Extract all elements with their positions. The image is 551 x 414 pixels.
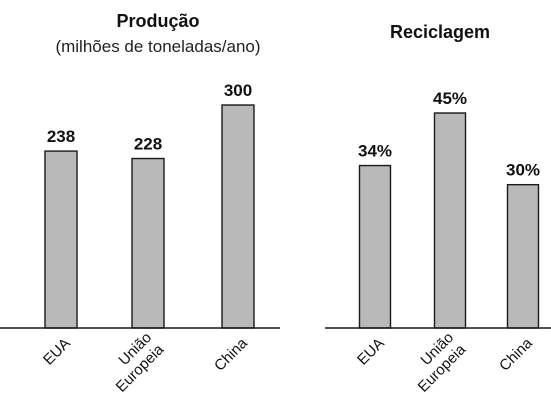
recycling-value-label-china: 30%: [506, 161, 540, 180]
production-category-label-china: China: [211, 334, 251, 374]
recycling-bar-uniao-europeia: [433, 112, 467, 329]
production-bar-uniao-europeia: [131, 157, 165, 329]
recycling-category-line: China: [496, 334, 536, 374]
recycling-bar-eua: [358, 164, 392, 329]
recycling-category-label-china: China: [496, 334, 536, 374]
production-value-label-uniao-europeia: 228: [134, 135, 162, 154]
production-chart: Produção (milhões de toneladas/ano) 238 E…: [0, 11, 280, 396]
recycling-title: Reciclagem: [390, 22, 490, 42]
recycling-category-label-eua: EUA: [354, 335, 388, 369]
recycling-value-label-eua: 34%: [358, 142, 392, 161]
recycling-chart: Reciclagem 34% EUA 45% UniãoEuropeia 30% Chin…: [325, 22, 551, 396]
production-bar-eua: [44, 150, 78, 329]
recycling-bar-china: [506, 183, 540, 329]
production-value-label-china: 300: [224, 81, 252, 100]
production-category-line: EUA: [40, 335, 74, 369]
production-category-label-uniao-europeia: UniãoEuropeia: [101, 329, 168, 396]
production-bar-china: [221, 104, 255, 329]
recycling-category-label-uniao-europeia: UniãoEuropeia: [403, 329, 470, 396]
production-title: Produção: [116, 11, 199, 31]
production-category-line: China: [211, 334, 251, 374]
production-subtitle: (milhões de toneladas/ano): [55, 37, 260, 56]
production-category-label-eua: EUA: [40, 335, 74, 369]
recycling-value-label-uniao-europeia: 45%: [433, 89, 467, 108]
production-value-label-eua: 238: [47, 127, 75, 146]
recycling-category-line: EUA: [354, 335, 388, 369]
